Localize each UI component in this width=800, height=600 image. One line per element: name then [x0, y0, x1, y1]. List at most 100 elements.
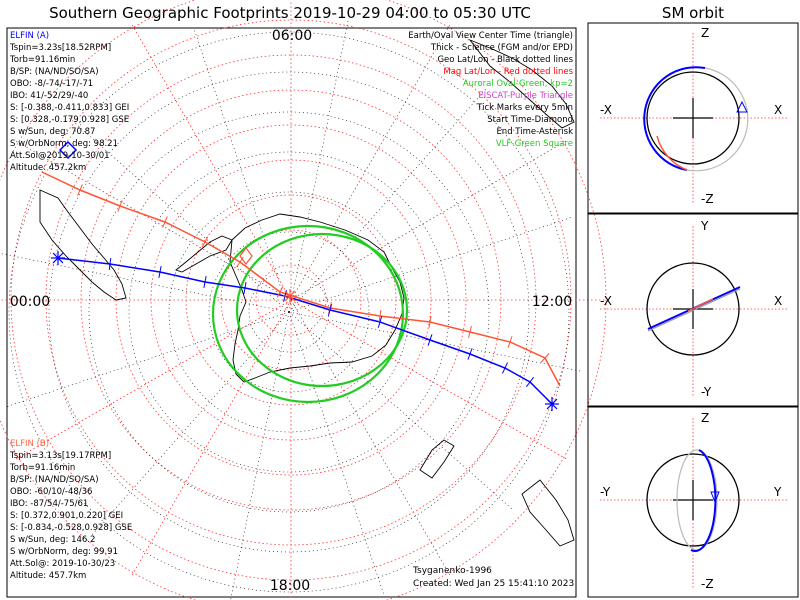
elfin-a-info-line: S: [-0.388,-0.411,0.833] GEI — [10, 103, 129, 113]
elfin-b-info: ELFIN (B) Tspin=3.13s[19.17RPM] Torb=91.16… — [9, 439, 132, 581]
coastline — [39, 189, 127, 301]
orbit-axis-label-right: Y — [773, 485, 782, 499]
elfin-b-info-line: S: [0.372,0.901,0.220] GEI — [10, 511, 123, 521]
legend: Earth/Oval View Center Time (triangle) Th… — [408, 31, 573, 149]
elfin-a-info-line: Torb=91.16min — [9, 55, 75, 65]
coastline — [468, 38, 575, 129]
orbit-triangle — [710, 491, 720, 504]
orbit-panel-xy-frame — [587, 213, 799, 407]
elfin-a-info-line: Att.Sol@2019-10-30/01 — [10, 151, 110, 161]
elfin-b-info-line: IBO: -87/54/-75/61 — [10, 499, 88, 509]
elfin-b-start-diamond — [239, 247, 253, 265]
mag-lon-line — [290, 139, 569, 301]
mag-grid — [0, 0, 611, 600]
elfin-a-end-asterisk — [51, 251, 65, 265]
mag-lat-circle — [255, 264, 327, 336]
mag-lon-line — [130, 22, 292, 301]
orbit-a-path — [643, 66, 706, 171]
orbit-axis-label-bottom: -Z — [701, 577, 714, 591]
elfin-b-info-line: Tspin=3.13s[19.17RPM] — [9, 451, 111, 461]
auroral-oval-outer — [211, 224, 405, 404]
mag-lon-line — [290, 299, 452, 578]
elfin-a-info-line: S: [0.328,-0.179,0.928] GSE — [10, 115, 129, 125]
geo-lat-circle — [88, 111, 490, 513]
geo-lon-line — [193, 27, 290, 313]
elfin-a-info-line: S w/OrbNorm, deg: 98.21 — [10, 139, 118, 149]
elfin-b-track — [41, 171, 561, 387]
model-credit: Tsyganenko-1996 — [412, 566, 492, 576]
orbit-a-path — [690, 449, 717, 552]
legend-entry: End Time-Asterisk — [496, 127, 573, 137]
elfin-a-start-marker — [545, 397, 559, 411]
orbit-axis-label-right: X — [774, 294, 782, 308]
elfin-a-info-line: Tspin=3.23s[18.52RPM] — [9, 43, 111, 53]
elfin-b-tick — [162, 216, 168, 228]
orbit-axis-label-left: -X — [600, 294, 612, 308]
coastline — [175, 235, 233, 273]
geo-lat-circle — [168, 191, 410, 433]
mag-lon-line — [13, 139, 292, 301]
orbit-panel-yz-frame — [587, 406, 799, 598]
coastline — [229, 213, 405, 383]
elfin-a-tick — [467, 348, 473, 360]
geo-lat-circle — [48, 71, 530, 553]
geo-lat-circle — [128, 151, 450, 473]
mlt-label-left: 00:00 — [10, 294, 50, 310]
auroral-oval-inner — [235, 232, 409, 388]
orbit-axis-label-left: -Y — [600, 485, 611, 499]
satellite-tracks — [41, 140, 561, 411]
elfin-b-info-line: ELFIN (B) — [10, 439, 49, 449]
orbit-b-segment — [656, 135, 688, 171]
elfin-b-center-asterisk — [283, 289, 297, 303]
plot-title: Southern Geographic Footprints 2019-10-2… — [49, 4, 531, 22]
orbit-triangle — [736, 100, 748, 113]
elfin-b-tick — [428, 316, 432, 328]
orbit-axis-label-top: Z — [701, 411, 709, 425]
orbit-panel: Z -Z -Y Y — [600, 411, 787, 591]
elfin-a-tick — [327, 304, 333, 316]
elfin-b-info-line: S: [-0.834,-0.528,0.928] GSE — [10, 523, 132, 533]
elfin-a-tick — [427, 334, 433, 346]
elfin-a-tick — [243, 282, 247, 294]
elfin-a-tick — [525, 376, 535, 388]
earth-outline — [646, 453, 740, 547]
geo-lat-circle — [8, 31, 570, 593]
elfin-b-info-line: B/SP: (NA/ND/SO/SA) — [10, 475, 99, 485]
mag-lon-line — [290, 22, 452, 301]
elfin-b-tick — [201, 236, 209, 248]
elfin-a-tick — [108, 257, 112, 271]
elfin-a-tick — [203, 276, 207, 288]
elfin-a-info-line: Altitude: 457.2km — [10, 163, 86, 173]
elfin-a-tick — [502, 362, 508, 374]
legend-entry: EISCAT-Purple Triangle — [478, 91, 573, 101]
elfin-a-tick — [158, 266, 162, 278]
elfin-b-info-line: OBO: -60/10/-48/36 — [10, 487, 92, 497]
mlt-label-top: 06:00 — [272, 28, 312, 44]
coastline — [521, 479, 575, 547]
earth-outline — [646, 71, 740, 165]
coastlines — [39, 38, 575, 547]
geo-lon-line — [288, 311, 515, 511]
geo-lon-line — [288, 17, 349, 313]
geo-lon-line — [4, 311, 290, 408]
created-credit: Created: Wed Jan 25 15:41:10 2023 — [413, 579, 574, 589]
orbit-panels: Z -Z -X X Y -Y -X X Z -Z -Y Y — [587, 22, 799, 598]
elfin-b-tick — [77, 184, 83, 196]
legend-entry: Earth/Oval View Center Time (triangle) — [408, 31, 573, 41]
elfin-a-info-line: B/SP: (NA/ND/SO/SA) — [10, 67, 99, 77]
elfin-a-info-line: OBO: -8/-74/-17/-71 — [10, 79, 93, 89]
legend-entry: Start Time-Diamond — [487, 115, 573, 125]
elfin-a-info-line: ELFIN (A) — [10, 31, 49, 41]
legend-entry: VLF-Green Square — [496, 139, 573, 149]
mag-lat-circle — [115, 124, 467, 476]
elfin-b-tick — [540, 353, 550, 363]
elfin-b-info-line: S w/Sun, deg: 146.2 — [10, 535, 95, 545]
elfin-b-tick — [378, 309, 382, 323]
legend-entry: Tick Marks every 5min — [476, 103, 573, 113]
legend-entry: Auroral Oval-Green, kp=2 — [463, 79, 573, 89]
mlt-label-bottom: 18:00 — [270, 578, 310, 594]
geo-lat-circle — [208, 231, 370, 393]
orbit-panel: Y -Y -X X — [600, 219, 787, 399]
earth-outline — [646, 262, 740, 356]
